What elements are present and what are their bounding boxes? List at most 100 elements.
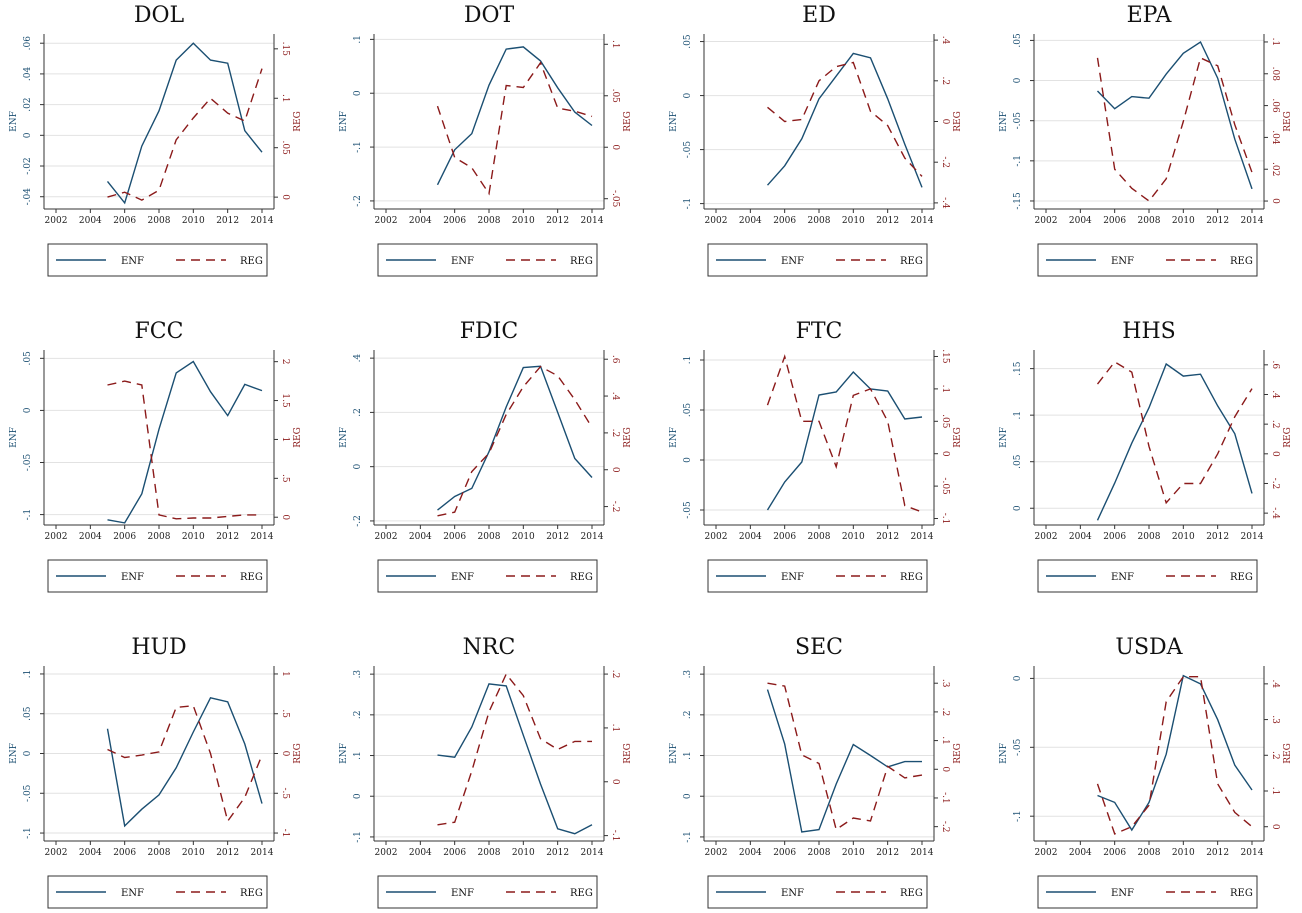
y-tick-label: .4	[353, 354, 363, 363]
x-tick-label: 2012	[1206, 848, 1229, 858]
x-tick-label: 2014	[911, 848, 934, 858]
y2-axis-title: REG	[623, 427, 633, 448]
x-tick-label: 2004	[739, 848, 762, 858]
y-axis-title: ENF	[9, 743, 19, 764]
x-tick-label: 2008	[808, 848, 831, 858]
series-line-enf	[106, 696, 263, 828]
y2-tick-label: .08	[1270, 67, 1280, 82]
y2-tick-label: .4	[1270, 680, 1280, 689]
legend-label-enf: ENF	[121, 572, 144, 583]
series-line-enf	[766, 370, 923, 511]
y2-tick-label: .05	[940, 414, 950, 429]
x-tick-label: 2004	[1069, 848, 1092, 858]
legend: ENF REG	[377, 559, 598, 593]
y-tick-label: .1	[353, 751, 363, 760]
panel-hud: HUD 2002 2004 2006 2008 2010 2012 2014 -.1 -.05 0.…	[9, 635, 303, 909]
y2-tick-label: 0	[940, 451, 950, 457]
x-tick-label: 2010	[842, 216, 865, 226]
x-tick-label: 2014	[581, 216, 604, 226]
x-tick-label: 2004	[1069, 216, 1092, 226]
y2-tick-label: .1	[940, 385, 950, 394]
x-tick-label: 2002	[375, 848, 398, 858]
series-line-enf	[107, 360, 263, 524]
panel-fcc: FCC 2002 2004 2006 2008 2010 2012 2014 -.1 -.05 0.…	[9, 319, 303, 593]
panel-fdic: FDIC 2002 2004 2006 2008 2010 2012 2014 -.2 0 .2 .4…	[339, 319, 633, 593]
x-tick-label: 2014	[251, 848, 274, 858]
legend-label-reg: REG	[240, 888, 263, 899]
y2-axis-title: REG	[1283, 111, 1293, 132]
x-tick-label: 2004	[79, 216, 102, 226]
series-line-reg	[107, 380, 262, 520]
y-tick-label: .1	[683, 751, 693, 760]
y-tick-label: -.15	[1013, 192, 1023, 210]
x-tick-label: 2006	[1103, 532, 1126, 542]
y-tick-label: 0	[683, 793, 693, 799]
chart-title: ED	[802, 3, 836, 28]
y-tick-label: 0	[353, 464, 363, 470]
legend-label-enf: ENF	[451, 256, 474, 267]
y-tick-label: .2	[353, 408, 363, 417]
y2-tick-label: 1	[280, 671, 290, 677]
y-tick-label: .02	[23, 97, 33, 111]
y-tick-label: -.1	[1013, 810, 1023, 822]
x-tick-label: 2012	[546, 216, 569, 226]
x-tick-label: 2004	[739, 532, 762, 542]
y2-tick-label: .1	[610, 40, 620, 49]
y-tick-label: -.1	[23, 827, 33, 839]
chart-title: SEC	[795, 635, 843, 660]
y2-tick-label: -.1	[610, 830, 620, 842]
y-tick-label: -.1	[683, 831, 693, 843]
y2-tick-label: -.2	[940, 821, 950, 833]
series-line-enf	[437, 365, 593, 511]
y-tick-label: .3	[353, 670, 363, 679]
x-tick-label: 2008	[478, 216, 501, 226]
legend-box	[377, 559, 598, 593]
panel-ed: ED 2002 2004 2006 2008 2010 2012 2014 -.1 -.05 0 .0…	[669, 3, 963, 277]
y-tick-label: .1	[353, 35, 363, 44]
x-tick-label: 2012	[546, 848, 569, 858]
x-tick-label: 2012	[876, 848, 899, 858]
y-axis-title: ENF	[999, 111, 1009, 132]
x-tick-label: 2010	[182, 848, 205, 858]
panel-sec: SEC 2002 2004 2006 2008 2010 2012 2014 -.1 0 .1 .2.…	[669, 635, 963, 909]
x-tick-label: 2010	[1172, 848, 1195, 858]
series-line-enf	[1096, 40, 1253, 190]
legend-label-reg: REG	[900, 572, 923, 583]
y-tick-label: 0	[683, 457, 693, 463]
legend-label-reg: REG	[1230, 888, 1253, 899]
y2-tick-label: -.5	[280, 787, 290, 799]
y2-tick-label: 0	[280, 751, 290, 757]
x-tick-label: 2012	[546, 532, 569, 542]
y2-tick-label: -.1	[940, 513, 950, 525]
y2-tick-label: .1	[280, 94, 290, 103]
y2-tick-label: 0	[610, 779, 620, 785]
series-line-enf	[106, 42, 263, 205]
y-tick-label: .06	[23, 36, 33, 51]
x-tick-label: 2014	[911, 532, 934, 542]
panel-epa: EPA 2002 2004 2006 2008 2010 2012 2014 -.15 -.1 -.…	[999, 3, 1293, 277]
y-tick-label: .2	[353, 711, 363, 720]
y2-tick-label: .1	[940, 736, 950, 745]
legend: ENF REG	[377, 243, 598, 277]
x-tick-label: 2010	[1172, 216, 1195, 226]
legend-label-reg: REG	[900, 888, 923, 899]
y2-tick-label: .5	[280, 709, 290, 718]
y2-tick-label: -1	[280, 829, 290, 838]
x-tick-label: 2012	[1206, 216, 1229, 226]
series-line-enf	[766, 52, 923, 188]
y-tick-label: 0	[23, 132, 33, 138]
y-tick-label: .05	[683, 403, 693, 418]
x-tick-label: 2006	[773, 848, 796, 858]
y-tick-label: 0	[23, 407, 33, 413]
y-axis-title: ENF	[999, 743, 1009, 764]
y-tick-label: .05	[23, 706, 33, 721]
y2-tick-label: .1	[610, 724, 620, 733]
y-tick-label: -.1	[353, 831, 363, 843]
x-tick-label: 2008	[1138, 216, 1161, 226]
y2-tick-label: 1	[280, 437, 290, 443]
x-tick-label: 2002	[45, 216, 68, 226]
y2-tick-label: .5	[280, 474, 290, 483]
y-tick-label: -.05	[23, 784, 33, 802]
series-line-reg	[1096, 360, 1253, 505]
y-tick-label: .05	[1013, 33, 1023, 48]
